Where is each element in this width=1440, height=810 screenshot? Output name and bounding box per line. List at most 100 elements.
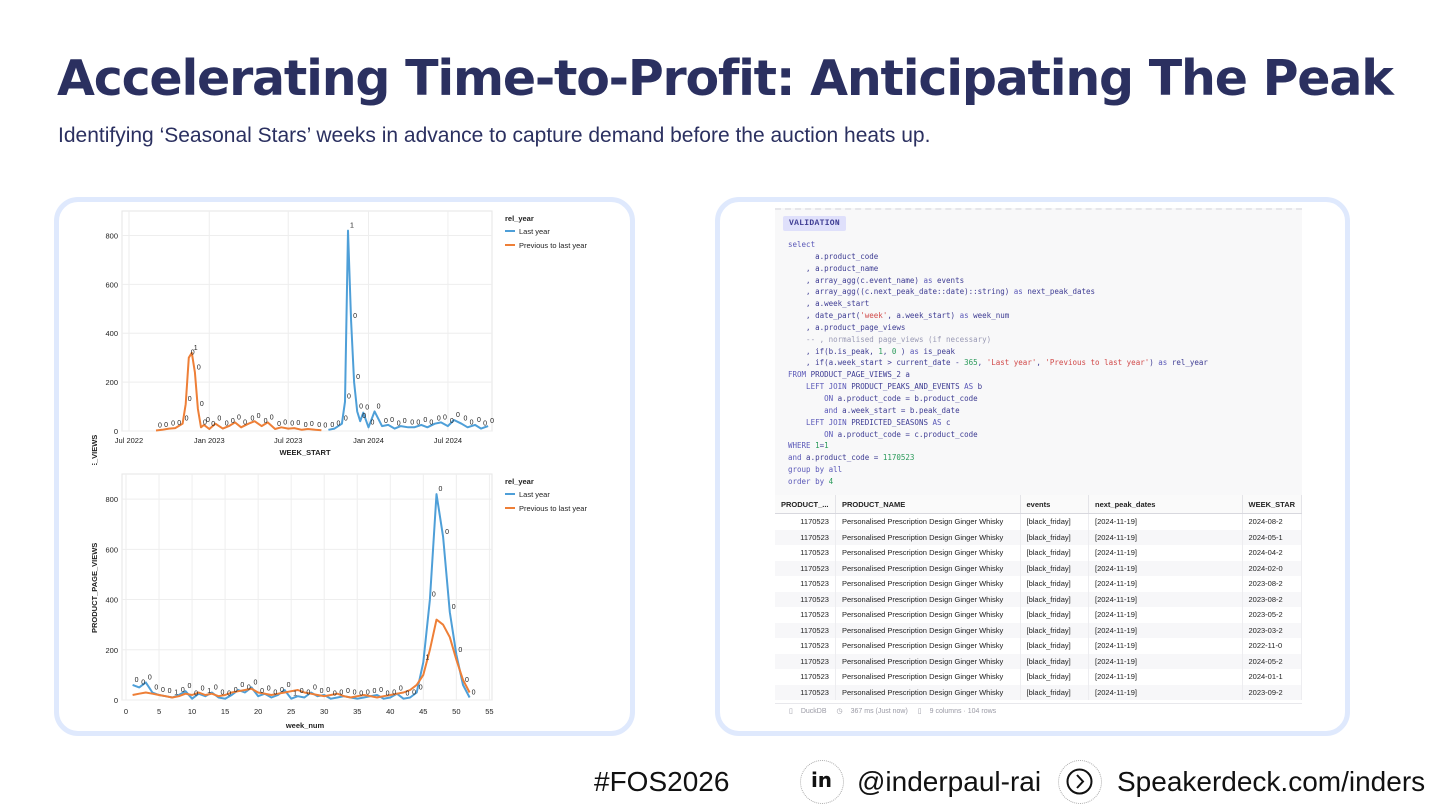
footer-linkedin-handle[interactable]: @inderpaul-rai bbox=[857, 766, 1042, 797]
chart1-point-label: 0 bbox=[197, 364, 201, 371]
chart2-point-label: 0 bbox=[353, 689, 357, 696]
sql-line: , if(a.week_start > current_date - 365, … bbox=[788, 358, 1208, 368]
chart1-xlabel: WEEK_START bbox=[279, 448, 331, 457]
footer-hashtag: #FOS2026 bbox=[594, 766, 730, 797]
chart2-x-tick-label: 0 bbox=[124, 707, 128, 716]
chart1-legend-last-year: Last year bbox=[519, 227, 550, 236]
chart1-point-label: 0 bbox=[353, 313, 357, 320]
sql-editor[interactable]: VALIDATION select a.product_code , a.pro… bbox=[775, 208, 1302, 495]
table-cell: 2024-04-2 bbox=[1242, 545, 1302, 561]
results-column-header[interactable]: PRODUCT_NAME bbox=[835, 495, 1021, 514]
chart1-series-previous-year bbox=[155, 351, 322, 432]
chart2-point-label: 0 bbox=[439, 486, 443, 493]
table-row[interactable]: 1170523 Personalised Prescription Design … bbox=[775, 607, 1302, 623]
footer-speakerdeck-url[interactable]: Speakerdeck.com/inders bbox=[1117, 766, 1426, 797]
chart2-x-tick-label: 30 bbox=[320, 707, 328, 716]
chart1-y-tick-label: 800 bbox=[105, 231, 118, 240]
chart1-point-label: 0 bbox=[456, 412, 460, 419]
table-row[interactable]: 1170523 Personalised Prescription Design … bbox=[775, 684, 1302, 700]
chart2-point-label: 0 bbox=[366, 689, 370, 696]
table-row[interactable]: 1170523 Personalised Prescription Design … bbox=[775, 545, 1302, 561]
sql-code[interactable]: select a.product_code , a.product_name ,… bbox=[788, 239, 1208, 488]
chart2-point-label: 0 bbox=[287, 682, 291, 689]
table-cell: 2024-05-1 bbox=[1242, 529, 1302, 545]
chart1-point-label: 0 bbox=[437, 416, 441, 423]
status-engine: DuckDB bbox=[800, 708, 827, 715]
results-column-header[interactable]: PRODUCT_... bbox=[775, 495, 836, 514]
chart1-ylabel: PRODUCT_PAGE_VIEWS bbox=[90, 435, 99, 465]
table-cell: Personalised Prescription Design Ginger … bbox=[835, 669, 1021, 685]
table-row[interactable]: 1170523 Personalised Prescription Design … bbox=[775, 653, 1302, 669]
table-cell: [2024-11-19] bbox=[1088, 638, 1243, 654]
table-row[interactable]: 1170523 Personalised Prescription Design … bbox=[775, 591, 1302, 607]
table-row[interactable]: 1170523 Personalised Prescription Design … bbox=[775, 669, 1302, 685]
table-row[interactable]: 1170523 Personalised Prescription Design … bbox=[775, 622, 1302, 638]
chart1-point-label: 0 bbox=[203, 419, 207, 426]
table-row[interactable]: 1170523 Personalised Prescription Design … bbox=[775, 513, 1302, 530]
chart2-point-label: 0 bbox=[168, 688, 172, 695]
chart2-x-tick-label: 40 bbox=[386, 707, 394, 716]
table-row[interactable]: 1170523 Personalised Prescription Design … bbox=[775, 560, 1302, 576]
table-cell: 2023-03-2 bbox=[1242, 622, 1302, 638]
chart1-x-tick-label: Jan 2023 bbox=[194, 436, 225, 445]
chart1-point-label: 0 bbox=[225, 421, 229, 428]
chart2-point-label: 0 bbox=[406, 691, 410, 698]
chart2-point-label: 0 bbox=[187, 683, 191, 690]
chart2-point-label: 0 bbox=[267, 686, 271, 693]
table-cell: [black_friday] bbox=[1020, 653, 1090, 669]
charts-panel bbox=[54, 197, 635, 736]
chart2-point-label: 1 bbox=[174, 689, 178, 696]
chart2-point-label: 0 bbox=[306, 689, 310, 696]
chart1-point-label: 0 bbox=[429, 419, 433, 426]
chart1-point-label: 0 bbox=[344, 416, 348, 423]
sql-line: FROM PRODUCT_PAGE_VIEWS_2 a bbox=[788, 370, 910, 380]
chart1-y-tick-label: 200 bbox=[105, 378, 118, 387]
sql-line: ON a.product_code = c.product_code bbox=[788, 429, 978, 439]
sql-line: , a.week_start bbox=[788, 299, 870, 309]
chart2-point-label: 0 bbox=[379, 687, 383, 694]
chart2-point-label: 0 bbox=[181, 687, 185, 694]
chart2-point-label: 0 bbox=[240, 682, 244, 689]
sql-line: and a.product_code = 1170523 bbox=[788, 453, 915, 463]
chart2-point-label: 0 bbox=[392, 689, 396, 696]
table-cell: 2024-01-1 bbox=[1242, 669, 1302, 685]
chart2-point-label: 0 bbox=[372, 688, 376, 695]
table-cell: 1170523 bbox=[775, 669, 836, 685]
table-row[interactable]: 1170523 Personalised Prescription Design … bbox=[775, 638, 1302, 654]
chart2-point-label: 0 bbox=[141, 679, 145, 686]
linkedin-icon[interactable]: in bbox=[800, 760, 844, 804]
chart2-y-tick-label: 0 bbox=[114, 696, 118, 705]
sql-line: and a.week_start = b.peak_date bbox=[788, 405, 960, 415]
table-cell: 2023-05-2 bbox=[1242, 607, 1302, 623]
chart1-point-label: 0 bbox=[410, 419, 414, 426]
results-column-header[interactable]: events bbox=[1020, 495, 1090, 514]
table-cell: Personalised Prescription Design Ginger … bbox=[835, 529, 1021, 545]
sql-line: , a.product_page_views bbox=[788, 322, 906, 332]
sql-line: , if(b.is_peak, 1, 0 ) as is_peak bbox=[788, 346, 956, 356]
table-cell: 1170523 bbox=[775, 622, 836, 638]
chevron-right-circle-icon bbox=[1066, 768, 1093, 795]
chart1-point-label: 0 bbox=[264, 418, 268, 425]
table-row[interactable]: 1170523 Personalised Prescription Design … bbox=[775, 529, 1302, 545]
chart1-legend-title: rel_year bbox=[505, 214, 534, 223]
chart2-point-label: 0 bbox=[452, 604, 456, 611]
table-cell: [2024-11-19] bbox=[1088, 513, 1243, 530]
table-cell: 2023-08-2 bbox=[1242, 576, 1302, 592]
speakerdeck-icon[interactable] bbox=[1058, 760, 1102, 804]
chart2-x-tick-label: 25 bbox=[287, 707, 295, 716]
chart1-x-tick-label: Jul 2023 bbox=[274, 436, 302, 445]
chart1-x-tick-label: Jul 2024 bbox=[434, 436, 462, 445]
validation-badge: VALIDATION bbox=[783, 216, 847, 231]
table-cell: Personalised Prescription Design Ginger … bbox=[835, 545, 1021, 561]
chart1-point-label: 0 bbox=[158, 423, 162, 430]
results-column-header[interactable]: next_peak_dates bbox=[1088, 495, 1243, 514]
results-column-header[interactable]: WEEK_STAR bbox=[1242, 495, 1302, 514]
table-cell: [2024-11-19] bbox=[1088, 529, 1243, 545]
chart1-legend-previous-year: Previous to last year bbox=[519, 241, 587, 250]
chart1-point-label: 0 bbox=[185, 416, 189, 423]
chart2-xlabel: week_num bbox=[285, 721, 325, 730]
table-row[interactable]: 1170523 Personalised Prescription Design … bbox=[775, 576, 1302, 592]
results-grid[interactable]: PRODUCT_... PRODUCT_NAME events next_peak_d… bbox=[775, 495, 1302, 720]
chart2-point-label: 0 bbox=[154, 684, 158, 691]
chart2-point-label: 0 bbox=[280, 687, 284, 694]
